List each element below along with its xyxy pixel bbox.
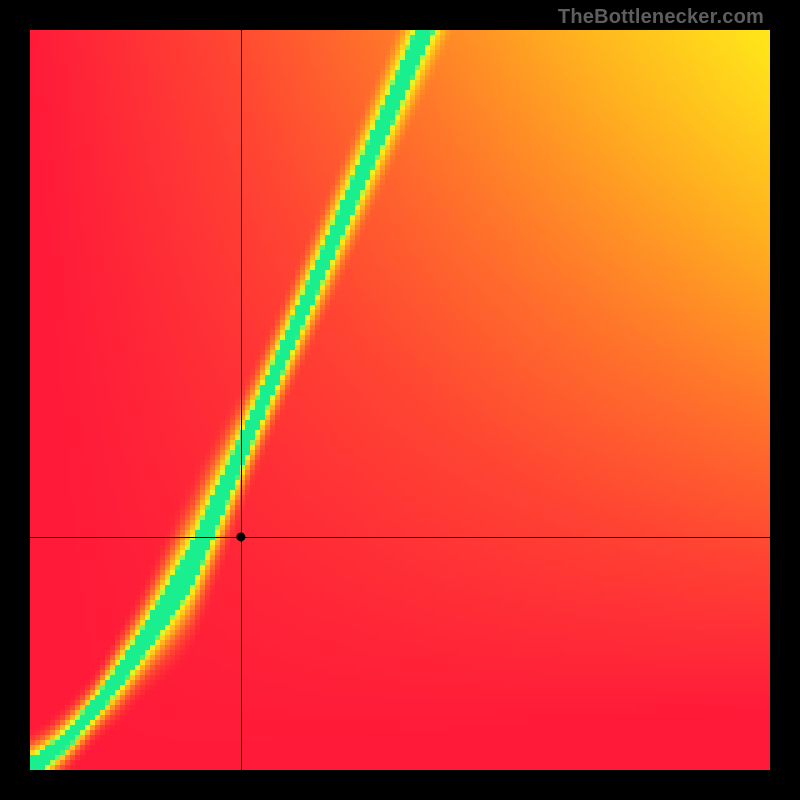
chart-frame: TheBottlenecker.com <box>0 0 800 800</box>
heatmap-canvas <box>30 30 770 770</box>
heatmap-plot <box>30 30 770 770</box>
watermark-text: TheBottlenecker.com <box>558 6 764 29</box>
